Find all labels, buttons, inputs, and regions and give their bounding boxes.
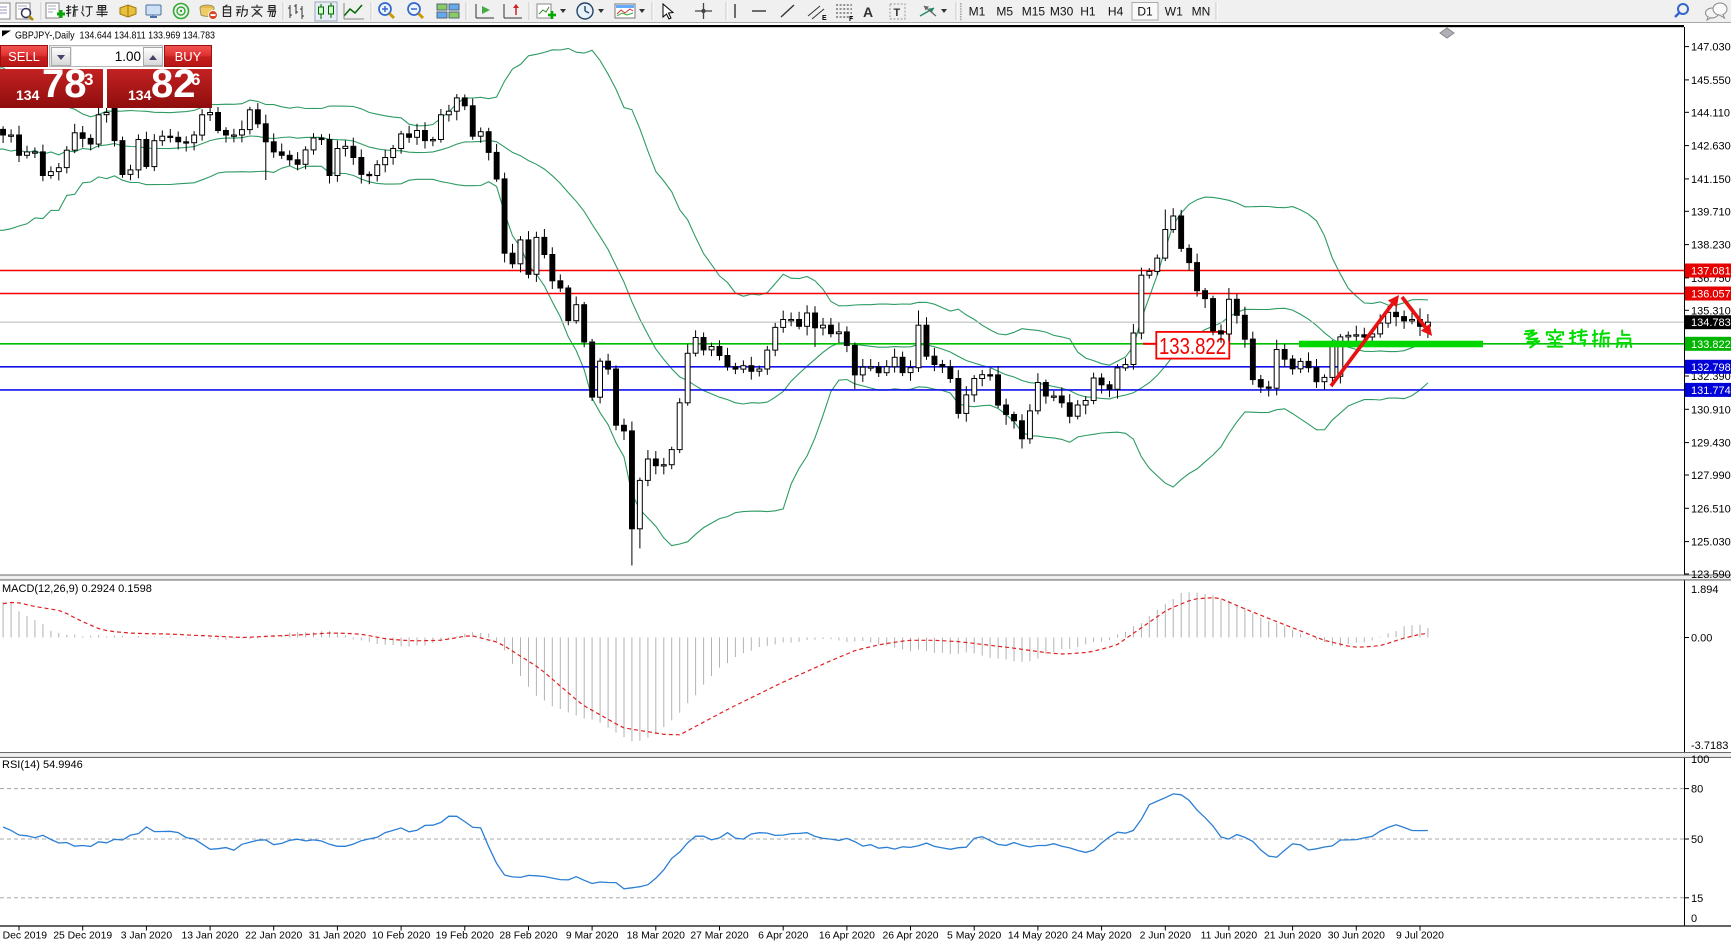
svg-text:135.310: 135.310 xyxy=(1691,305,1731,317)
svg-text:50: 50 xyxy=(1691,834,1703,846)
svg-text:MACD(12,26,9) 0.2924 0.1598: MACD(12,26,9) 0.2924 0.1598 xyxy=(2,583,152,595)
svg-text:21 Jun 2020: 21 Jun 2020 xyxy=(1264,931,1321,942)
svg-text:W1: W1 xyxy=(1165,5,1183,19)
svg-text:13 Jan 2020: 13 Jan 2020 xyxy=(181,931,238,942)
svg-text:19 Feb 2020: 19 Feb 2020 xyxy=(436,931,495,942)
svg-text:10 Feb 2020: 10 Feb 2020 xyxy=(372,931,431,942)
svg-text:100: 100 xyxy=(1691,754,1709,766)
svg-text:142.630: 142.630 xyxy=(1691,141,1731,153)
svg-text:5 Dec 2019: 5 Dec 2019 xyxy=(0,931,47,942)
svg-text:D1: D1 xyxy=(1137,5,1153,19)
svg-text:6 Apr 2020: 6 Apr 2020 xyxy=(758,931,808,942)
svg-text:138.230: 138.230 xyxy=(1691,240,1731,252)
svg-text:M5: M5 xyxy=(996,5,1013,19)
svg-text:129.430: 129.430 xyxy=(1691,438,1731,450)
svg-text:136.057: 136.057 xyxy=(1691,289,1731,301)
svg-text:28 Feb 2020: 28 Feb 2020 xyxy=(499,931,558,942)
svg-text:126.510: 126.510 xyxy=(1691,503,1731,515)
svg-text:145.550: 145.550 xyxy=(1691,75,1731,87)
svg-text:3 Jan 2020: 3 Jan 2020 xyxy=(121,931,173,942)
svg-text:2 Jun 2020: 2 Jun 2020 xyxy=(1140,931,1192,942)
svg-text:5 May 2020: 5 May 2020 xyxy=(947,931,1002,942)
svg-text:30 Jun 2020: 30 Jun 2020 xyxy=(1328,931,1385,942)
svg-text:147.030: 147.030 xyxy=(1691,42,1731,54)
svg-text:M30: M30 xyxy=(1050,5,1074,19)
svg-text:123.590: 123.590 xyxy=(1691,569,1731,581)
svg-text:MN: MN xyxy=(1192,5,1211,19)
svg-text:31 Jan 2020: 31 Jan 2020 xyxy=(309,931,366,942)
svg-text:18 Mar 2020: 18 Mar 2020 xyxy=(627,931,686,942)
svg-text:A: A xyxy=(863,4,873,20)
svg-text:0: 0 xyxy=(1691,913,1697,925)
svg-text:M1: M1 xyxy=(969,5,986,19)
svg-text:125.030: 125.030 xyxy=(1691,537,1731,549)
svg-text:132.798: 132.798 xyxy=(1691,362,1731,374)
svg-text:F: F xyxy=(849,16,854,23)
svg-text:134.783: 134.783 xyxy=(1691,317,1731,329)
svg-text:25 Dec 2019: 25 Dec 2019 xyxy=(53,931,112,942)
svg-text:-3.7183: -3.7183 xyxy=(1691,740,1728,752)
svg-text:137.081: 137.081 xyxy=(1691,266,1731,278)
svg-text:22 Jan 2020: 22 Jan 2020 xyxy=(245,931,302,942)
svg-text:144.110: 144.110 xyxy=(1691,107,1730,119)
svg-text:9 Jul 2020: 9 Jul 2020 xyxy=(1396,931,1444,942)
svg-text:H4: H4 xyxy=(1108,5,1124,19)
svg-text:14 May 2020: 14 May 2020 xyxy=(1008,931,1068,942)
svg-text:141.150: 141.150 xyxy=(1691,174,1731,186)
svg-text:80: 80 xyxy=(1691,784,1703,796)
svg-text:RSI(14) 54.9946: RSI(14) 54.9946 xyxy=(2,759,83,771)
svg-text:16 Apr 2020: 16 Apr 2020 xyxy=(819,931,875,942)
svg-text:26 Apr 2020: 26 Apr 2020 xyxy=(882,931,938,942)
svg-text:11 Jun 2020: 11 Jun 2020 xyxy=(1201,931,1258,942)
svg-text:24 May 2020: 24 May 2020 xyxy=(1072,931,1132,942)
svg-text:133.822: 133.822 xyxy=(1691,339,1731,351)
svg-text:131.774: 131.774 xyxy=(1691,385,1731,397)
svg-text:133.822: 133.822 xyxy=(1159,333,1226,359)
svg-text:130.910: 130.910 xyxy=(1691,404,1731,416)
svg-text:GBPJPY-,Daily 134.644 134.811: GBPJPY-,Daily 134.644 134.811 133.969 13… xyxy=(15,30,215,41)
svg-text:E: E xyxy=(822,15,827,22)
svg-text:27 Mar 2020: 27 Mar 2020 xyxy=(690,931,749,942)
svg-text:1.894: 1.894 xyxy=(1691,584,1719,596)
svg-text:0.00: 0.00 xyxy=(1691,633,1712,645)
svg-text:T: T xyxy=(894,7,901,19)
svg-text:M15: M15 xyxy=(1022,5,1046,19)
svg-text:132.390: 132.390 xyxy=(1691,371,1731,383)
svg-text:139.710: 139.710 xyxy=(1691,206,1731,218)
svg-text:9 Mar 2020: 9 Mar 2020 xyxy=(566,931,619,942)
svg-text:127.990: 127.990 xyxy=(1691,470,1731,482)
svg-text:H1: H1 xyxy=(1080,5,1096,19)
svg-text:15: 15 xyxy=(1691,893,1703,905)
